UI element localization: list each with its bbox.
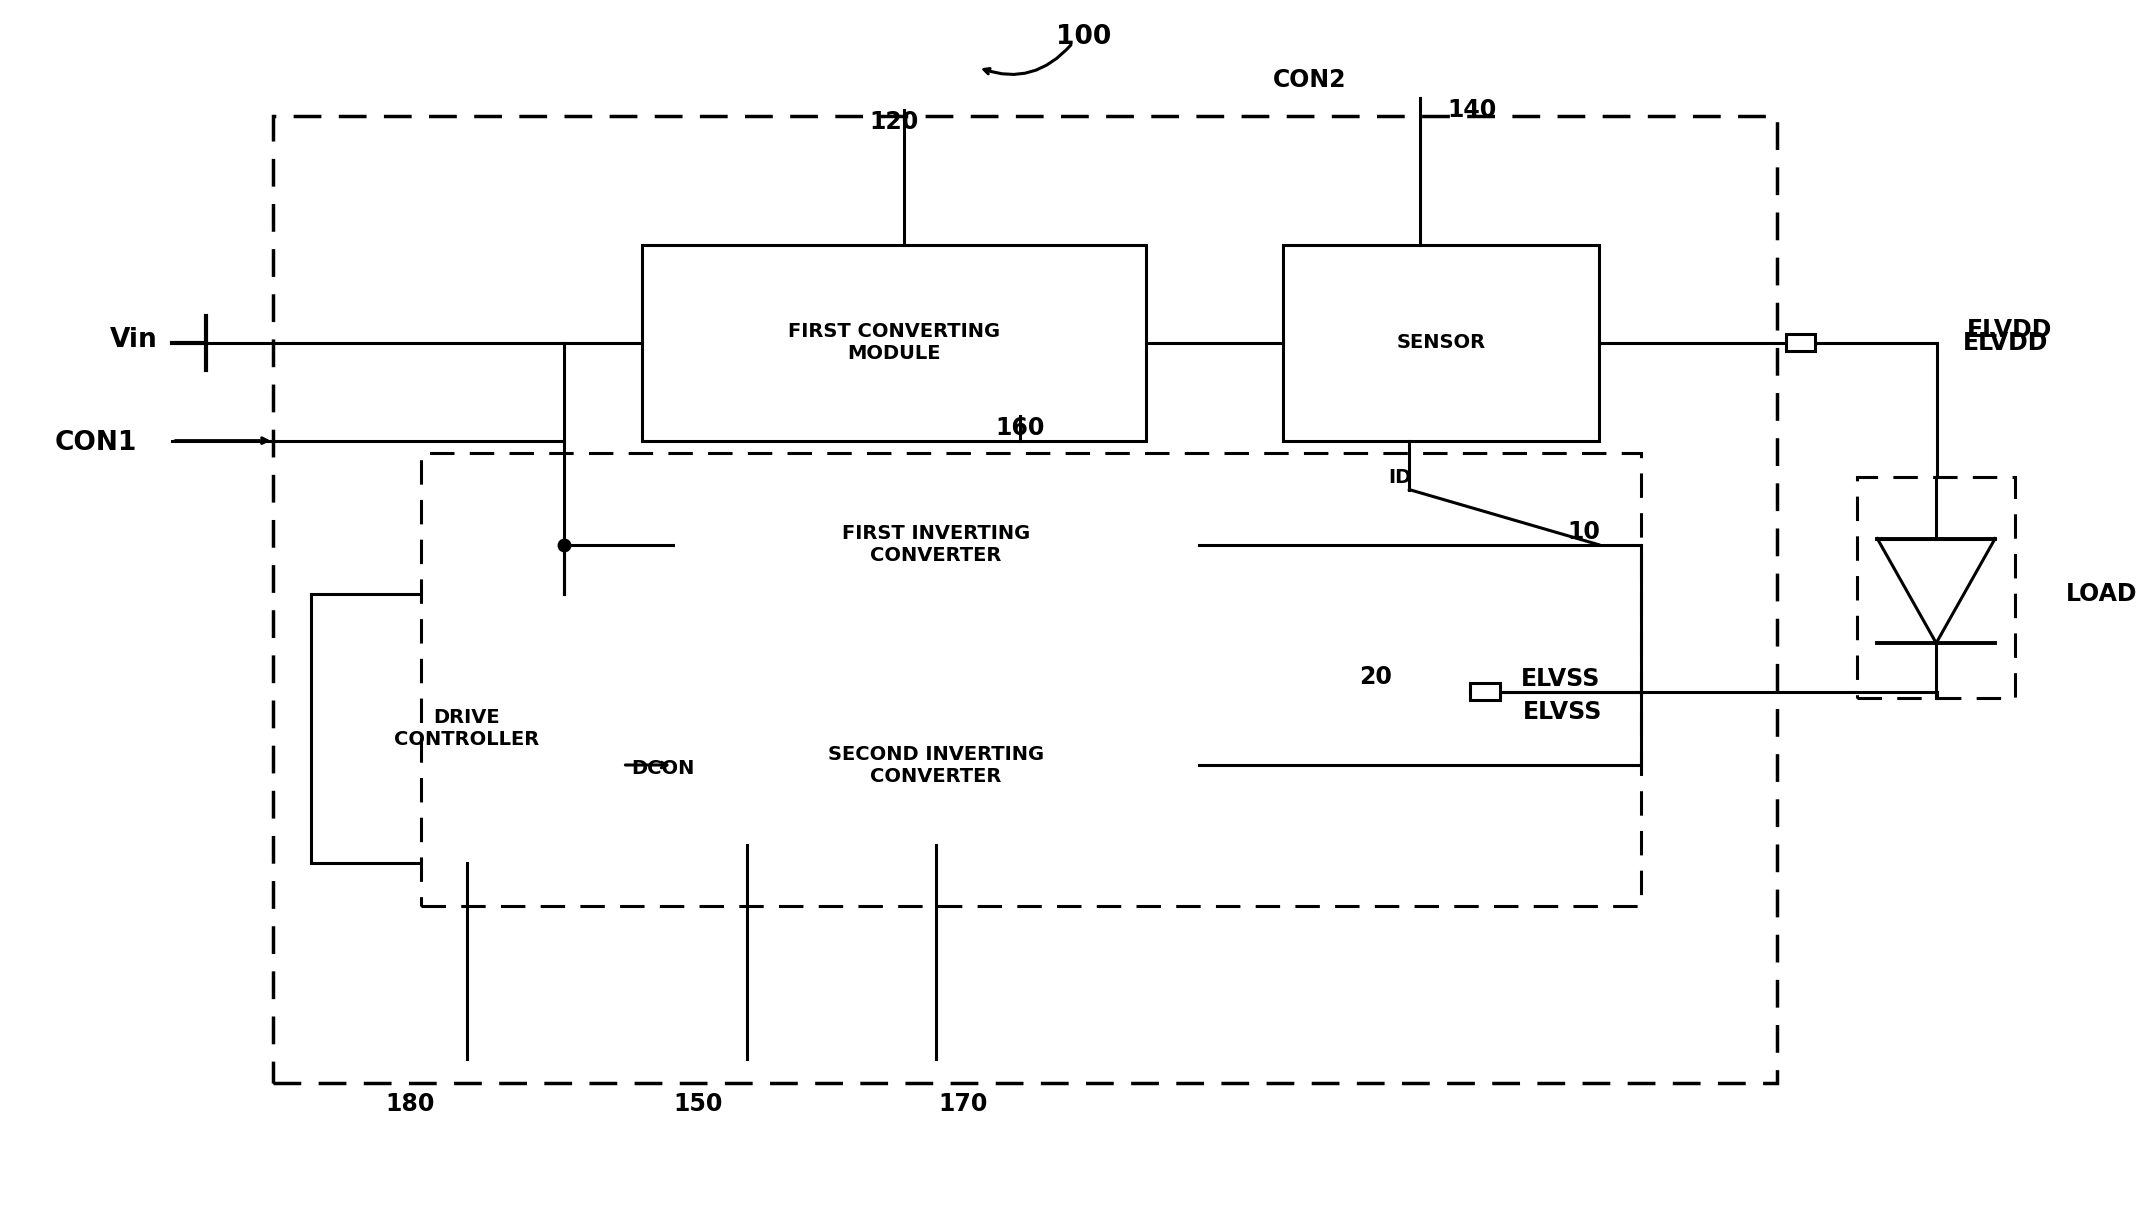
Text: 160: 160 — [995, 416, 1045, 441]
Text: DCON: DCON — [631, 759, 695, 778]
Bar — [272, 116, 1778, 1083]
Text: ID: ID — [1388, 468, 1411, 487]
Text: 100: 100 — [1055, 23, 1111, 50]
Bar — [674, 685, 1199, 845]
Bar — [1283, 245, 1598, 441]
Bar — [1858, 477, 2014, 698]
Bar — [311, 594, 622, 863]
Text: LOAD: LOAD — [2066, 581, 2136, 606]
Text: 140: 140 — [1448, 98, 1497, 122]
Text: ELVDD: ELVDD — [1963, 330, 2048, 355]
Text: Vin: Vin — [109, 327, 159, 354]
Text: ELVDD: ELVDD — [1967, 318, 2053, 343]
Text: ELVSS: ELVSS — [1523, 700, 1602, 725]
Text: DRIVE
CONTROLLER: DRIVE CONTROLLER — [395, 707, 541, 749]
Bar — [420, 453, 1641, 906]
Text: 170: 170 — [940, 1092, 989, 1116]
Text: 120: 120 — [869, 110, 918, 135]
Text: 20: 20 — [1360, 665, 1392, 689]
Text: SENSOR: SENSOR — [1396, 333, 1484, 353]
Text: 150: 150 — [674, 1092, 723, 1116]
Text: 10: 10 — [1568, 520, 1600, 545]
Bar — [674, 465, 1199, 624]
Text: CON1: CON1 — [54, 430, 137, 457]
Bar — [1469, 683, 1499, 700]
Text: ELVSS: ELVSS — [1521, 667, 1600, 692]
Text: FIRST CONVERTING
MODULE: FIRST CONVERTING MODULE — [787, 322, 1000, 364]
Bar — [1787, 334, 1815, 351]
Text: SECOND INVERTING
CONVERTER: SECOND INVERTING CONVERTER — [828, 744, 1045, 786]
Text: CON2: CON2 — [1272, 67, 1347, 92]
Text: FIRST INVERTING
CONVERTER: FIRST INVERTING CONVERTER — [841, 524, 1030, 565]
Bar — [641, 245, 1145, 441]
Text: 180: 180 — [386, 1092, 435, 1116]
